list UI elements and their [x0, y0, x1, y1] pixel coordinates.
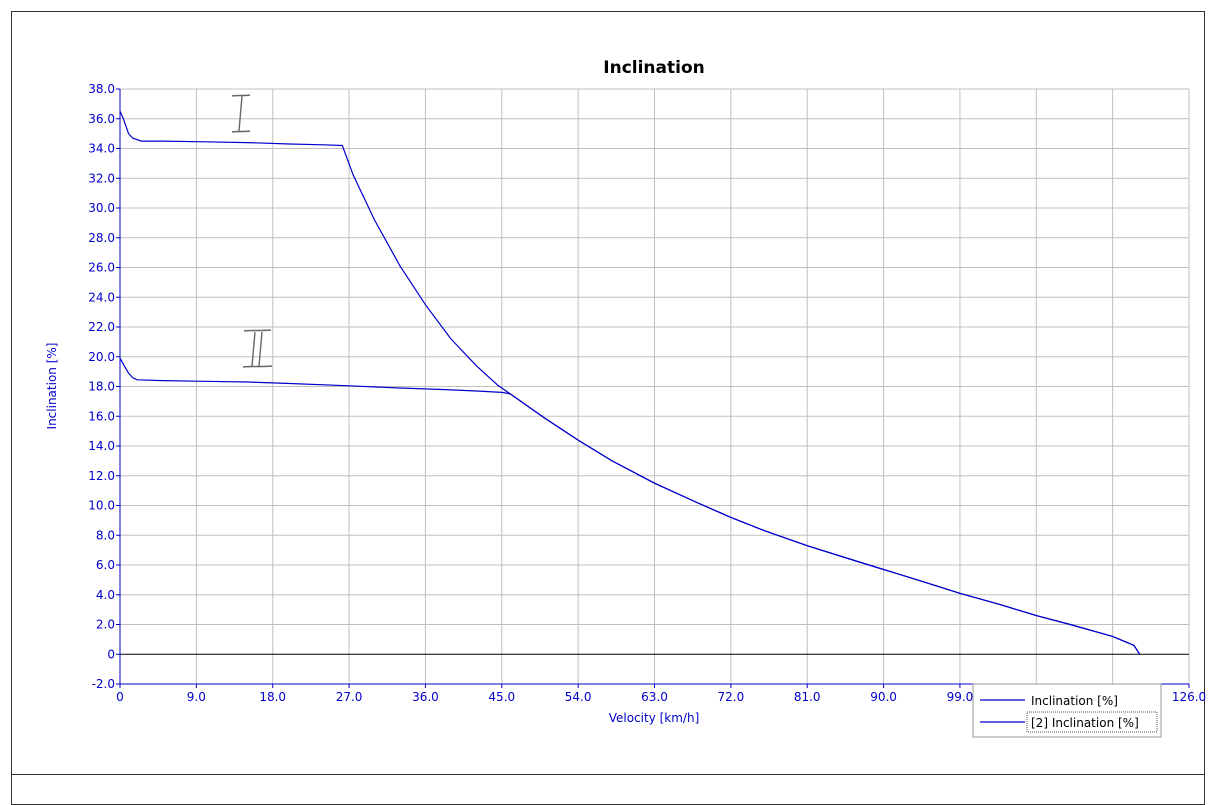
x-tick-label: 27.0: [336, 690, 363, 704]
chart-title: Inclination: [603, 58, 704, 78]
y-tick-label: 26.0: [88, 261, 115, 275]
y-axis-label: Inclination [%]: [45, 343, 59, 430]
y-tick-label: 30.0: [88, 201, 115, 215]
grid-lines: [119, 88, 1190, 685]
y-tick-label: 24.0: [88, 290, 115, 304]
y-tick-label: 0: [107, 647, 115, 661]
y-tick-label: 28.0: [88, 231, 115, 245]
handwritten-mark-two: [242, 329, 273, 368]
y-tick-label: 4.0: [96, 588, 115, 602]
x-tick-label: 45.0: [488, 690, 515, 704]
y-tick-label: 8.0: [96, 528, 115, 542]
x-tick-label: 63.0: [641, 690, 668, 704]
x-tick-label: 90.0: [870, 690, 897, 704]
y-tick-label: 12.0: [88, 469, 115, 483]
series-line-inclination-2: [119, 357, 1141, 655]
y-tick-label: 2.0: [96, 618, 115, 632]
x-tick-label: 54.0: [565, 690, 592, 704]
x-tick-label: 9.0: [187, 690, 206, 704]
y-tick-label: -2.0: [92, 677, 115, 691]
y-tick-label: 34.0: [88, 142, 115, 156]
y-tick-label: 10.0: [88, 499, 115, 513]
x-tick-label: 0: [116, 690, 124, 704]
series-lines: [119, 111, 1141, 655]
y-tick-label: 32.0: [88, 171, 115, 185]
y-tick-label: 14.0: [88, 439, 115, 453]
x-tick-label: 81.0: [794, 690, 821, 704]
legend-box: [972, 683, 1162, 738]
x-tick-label: 72.0: [717, 690, 744, 704]
y-tick-labels: -2.0 0 2.0 4.0 6.0 8.0 10.0 12.0 14.0 16.0 18.0 20.…: [88, 82, 115, 691]
y-tick-label: 18.0: [88, 380, 115, 394]
x-tick-label: 99.0: [947, 690, 974, 704]
x-tick-label: 36.0: [412, 690, 439, 704]
handwritten-mark-one: [231, 94, 251, 133]
y-tick-label: 36.0: [88, 112, 115, 126]
legend-label-inclination-2: [2] Inclination [%]: [1031, 716, 1139, 730]
y-tick-label: 22.0: [88, 320, 115, 334]
y-tick-label: 16.0: [88, 409, 115, 423]
x-tick-label: 126.0: [1172, 690, 1206, 704]
x-axis-label: Velocity [km/h]: [609, 711, 700, 725]
legend-focus-box: [1026, 711, 1158, 733]
x-tick-label: 18.0: [259, 690, 286, 704]
legend: Inclination [%] [2] Inclination [%]: [972, 683, 1162, 738]
y-tick-label: 20.0: [88, 350, 115, 364]
y-tick-label: 38.0: [88, 82, 115, 96]
legend-label-inclination: Inclination [%]: [1031, 694, 1118, 708]
y-tick-label: 6.0: [96, 558, 115, 572]
